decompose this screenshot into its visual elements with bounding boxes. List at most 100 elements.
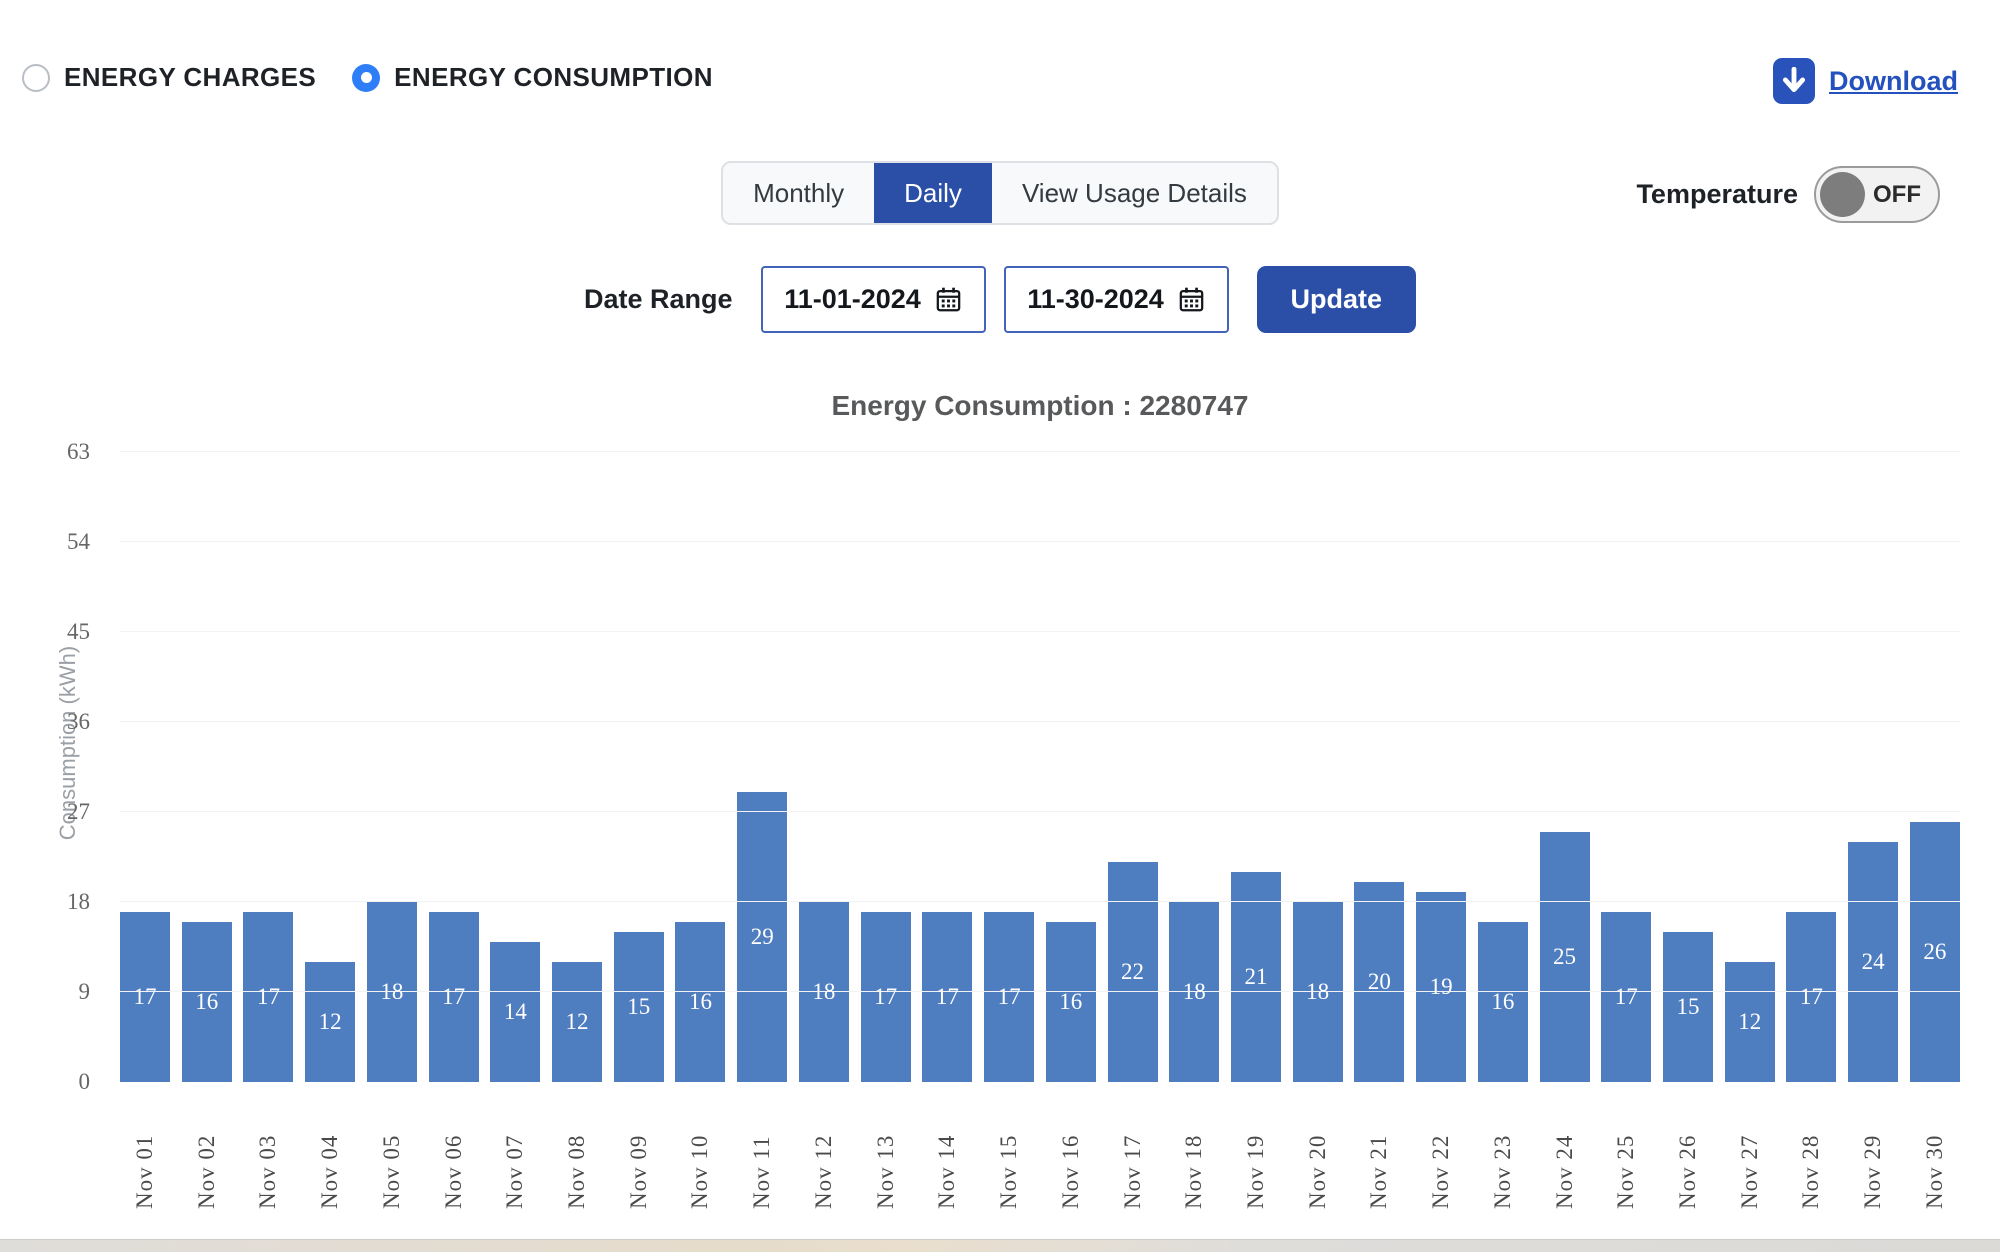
bar-value-label: 14 (503, 999, 527, 1024)
bar-nov-06: 17 (428, 912, 479, 1082)
toggle-knob[interactable] (1820, 172, 1865, 217)
download-icon[interactable] (1773, 58, 1815, 104)
radio-label[interactable]: ENERGY CHARGES (64, 62, 317, 92)
x-axis-labels: Nov 01 Nov 02 Nov 03 Nov 04 Nov 05 Nov 06 Nov … (120, 1094, 1960, 1209)
bottom-strip (0, 1239, 2000, 1252)
bar-value-label: 17 (133, 984, 157, 1009)
bar-value-label: 17 (256, 984, 280, 1009)
x-tick-label: Nov 01 (132, 1134, 157, 1209)
x-tick-label: Nov 18 (1181, 1134, 1207, 1209)
tabbar: Monthly Daily View Usage Details (721, 161, 1279, 225)
x-label-cell: Nov 30 (1910, 1094, 1960, 1209)
bar-value-label: 12 (318, 1009, 342, 1034)
x-label-cell: Nov 05 (367, 1094, 417, 1209)
y-tick-label: 0 (78, 1069, 91, 1094)
x-tick-label: Nov 24 (1551, 1134, 1577, 1209)
chart-title: Energy Consumption : 2280747 (831, 390, 1249, 421)
bar-value-label: 24 (1861, 949, 1885, 974)
download-label[interactable]: Download (1829, 65, 1958, 96)
toggle-state-label: OFF (1873, 180, 1921, 208)
radio-dot (360, 72, 372, 83)
x-label-cell: Nov 16 (1046, 1094, 1096, 1209)
x-tick-label: Nov 08 (564, 1134, 590, 1209)
x-tick-label: Nov 21 (1366, 1134, 1392, 1209)
x-tick-label: Nov 29 (1860, 1134, 1886, 1209)
x-tick-label: Nov 06 (440, 1134, 466, 1209)
bar-value-label: 17 (1614, 984, 1638, 1009)
x-tick-label: Nov 26 (1674, 1134, 1700, 1209)
bar-nov-09: 15 (613, 932, 664, 1082)
tab-view-usage-details[interactable]: View Usage Details (992, 163, 1277, 223)
x-label-cell: Nov 26 (1663, 1094, 1713, 1209)
x-tick-label: Nov 16 (1057, 1134, 1083, 1209)
x-tick-label: Nov 04 (317, 1134, 343, 1209)
x-label-cell: Nov 23 (1478, 1094, 1528, 1209)
x-label-cell: Nov 10 (675, 1094, 725, 1209)
gridline (120, 991, 1960, 992)
x-tick-label: Nov 27 (1736, 1134, 1762, 1209)
x-tick-label: Nov 20 (1304, 1134, 1330, 1209)
bar-nov-18: 18 (1169, 902, 1220, 1082)
bar-nov-22: 19 (1416, 892, 1467, 1082)
x-label-cell: Nov 03 (243, 1094, 293, 1209)
bar-nov-07: 14 (490, 942, 541, 1082)
tab-monthly[interactable]: Monthly (723, 163, 874, 223)
x-label-cell: Nov 11 (737, 1094, 787, 1209)
x-tick-label: Nov 25 (1613, 1134, 1639, 1209)
x-label-cell: Nov 17 (1108, 1094, 1158, 1209)
update-button[interactable]: Update (1256, 266, 1417, 333)
tabbar-wrap: Monthly Daily View Usage Details (0, 161, 2000, 225)
x-tick-label: Nov 15 (996, 1134, 1022, 1209)
bar-nov-16: 16 (1045, 922, 1096, 1082)
bar-value-label: 12 (565, 1009, 589, 1034)
x-tick-label: Nov 03 (255, 1134, 281, 1209)
bar-nov-05: 18 (366, 902, 417, 1082)
y-tick-label: 9 (78, 979, 91, 1004)
bar-value-label: 19 (1429, 974, 1453, 999)
y-tick-label: 45 (67, 619, 90, 644)
bar-nov-25: 17 (1601, 912, 1652, 1082)
bar-value-label: 22 (1121, 959, 1144, 984)
calendar-icon[interactable] (935, 286, 962, 313)
date-range-row: Date Range 11-01-2024 11-30-2024 (0, 266, 2000, 333)
radio-unselected-icon[interactable] (22, 63, 50, 92)
temperature-label: Temperature (1636, 179, 1798, 209)
x-label-cell: Nov 28 (1786, 1094, 1836, 1209)
download-link[interactable]: Download (1773, 58, 1958, 104)
y-tick-label: 63 (67, 439, 90, 464)
x-tick-label: Nov 19 (1242, 1134, 1268, 1209)
bar-value-label: 17 (935, 984, 959, 1009)
bars-container: 17 16 17 12 18 17 14 12 15 16 29 18 17 17 17 16 22 18 21 18… (120, 452, 1960, 1082)
start-date-input[interactable]: 11-01-2024 (760, 266, 986, 333)
radio-selected-icon[interactable] (352, 63, 381, 92)
bar-nov-08: 12 (552, 962, 603, 1082)
radio-label[interactable]: ENERGY CONSUMPTION (394, 62, 713, 92)
bar-value-label: 16 (1491, 989, 1515, 1014)
end-date-value[interactable]: 11-30-2024 (1027, 284, 1164, 314)
end-date-input[interactable]: 11-30-2024 (1003, 266, 1229, 333)
x-tick-label: Nov 30 (1921, 1134, 1947, 1209)
bar-value-label: 18 (380, 979, 404, 1004)
bar-value-label: 17 (1799, 984, 1823, 1009)
gridline (120, 451, 1960, 452)
bar-value-label: 25 (1553, 944, 1577, 969)
tab-daily[interactable]: Daily (874, 163, 992, 223)
bar-nov-27: 12 (1724, 962, 1775, 1082)
radio-option[interactable]: ENERGY CONSUMPTION (352, 62, 713, 93)
x-label-cell: Nov 18 (1169, 1094, 1219, 1209)
gridline (120, 811, 1960, 812)
gridline (120, 631, 1960, 632)
x-tick-label: Nov 23 (1489, 1134, 1515, 1209)
bar-value-label: 17 (874, 984, 898, 1009)
bar-nov-23: 16 (1477, 922, 1528, 1082)
x-label-cell: Nov 19 (1231, 1094, 1281, 1209)
start-date-value[interactable]: 11-01-2024 (784, 284, 921, 314)
x-label-cell: Nov 20 (1293, 1094, 1343, 1209)
temperature-toggle[interactable]: OFF (1814, 166, 1940, 223)
bar-nov-24: 25 (1539, 832, 1590, 1082)
calendar-icon[interactable] (1178, 286, 1205, 313)
date-range-label: Date Range (583, 284, 733, 314)
bar-nov-29: 24 (1848, 842, 1899, 1082)
radio-option[interactable]: ENERGY CHARGES (22, 62, 316, 93)
bar-nov-01: 17 (120, 912, 170, 1082)
